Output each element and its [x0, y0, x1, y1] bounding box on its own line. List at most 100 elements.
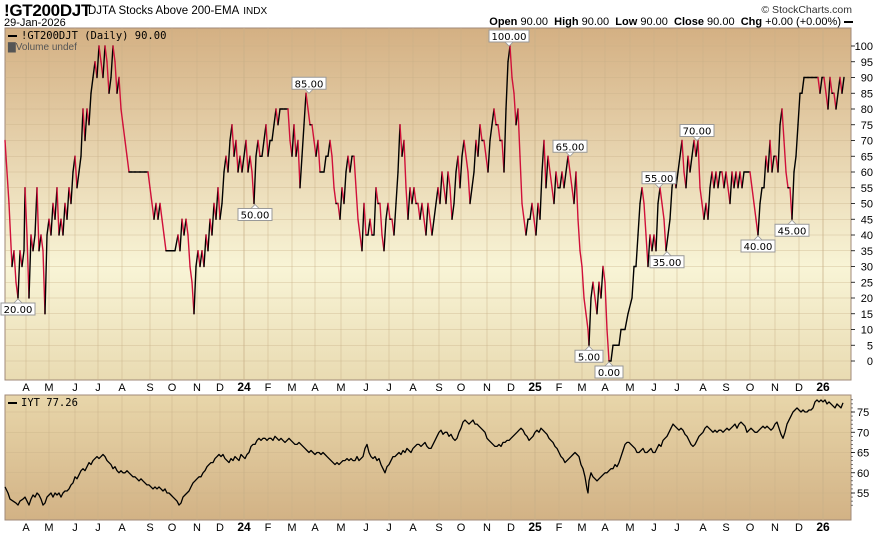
svg-text:F: F	[265, 522, 272, 534]
svg-text:A: A	[311, 382, 319, 394]
svg-text:75: 75	[857, 407, 869, 419]
svg-text:50.00: 50.00	[241, 211, 270, 222]
close-value: 90.00	[707, 16, 735, 28]
svg-text:70: 70	[857, 427, 869, 439]
exchange-label: INDX	[243, 6, 268, 17]
lower-legend-text: IYT 77.26	[21, 397, 78, 409]
svg-text:N: N	[771, 522, 779, 534]
annotations: 20.00 50.00 85.00 100.00 65.00 5.00 0.00 55.00 3…	[0, 29, 810, 379]
svg-text:20: 20	[861, 293, 873, 305]
main-legend: !GT200DJT (Daily) 90.00	[8, 30, 166, 42]
svg-text:S: S	[435, 522, 442, 534]
value-annotation: 20.00	[0, 298, 36, 316]
svg-text:0.00: 0.00	[598, 368, 620, 379]
open-label: Open	[489, 16, 518, 28]
svg-text:J: J	[363, 522, 369, 534]
legend-dash-icon	[8, 402, 17, 404]
svg-text:100: 100	[855, 41, 873, 53]
svg-text:A: A	[22, 522, 30, 534]
svg-text:25: 25	[528, 520, 542, 534]
svg-text:S: S	[722, 382, 729, 394]
svg-text:J: J	[651, 522, 657, 534]
svg-text:D: D	[216, 522, 224, 534]
svg-text:65: 65	[861, 151, 873, 163]
svg-text:65: 65	[857, 448, 869, 460]
svg-text:30: 30	[861, 262, 873, 274]
svg-text:N: N	[771, 382, 779, 394]
svg-text:D: D	[795, 382, 803, 394]
svg-text:A: A	[409, 522, 417, 534]
chart-name: DJTA Stocks Above 200-EMA INDX	[88, 5, 267, 17]
copyright: © StockCharts.com	[761, 4, 852, 16]
svg-text:O: O	[457, 522, 466, 534]
svg-text:O: O	[168, 382, 177, 394]
svg-text:A: A	[601, 522, 609, 534]
svg-text:J: J	[651, 382, 657, 394]
svg-text:A: A	[311, 522, 319, 534]
svg-text:10: 10	[861, 325, 873, 337]
svg-text:A: A	[601, 382, 609, 394]
value-annotation: 70.00	[679, 124, 715, 142]
svg-text:D: D	[795, 522, 803, 534]
low-value: 90.00	[640, 16, 668, 28]
chart-date: 29-Jan-2026	[4, 17, 66, 29]
svg-text:5: 5	[867, 340, 873, 352]
svg-text:N: N	[483, 382, 491, 394]
chart-symbol: !GT200DJT	[4, 1, 92, 20]
svg-text:O: O	[746, 382, 755, 394]
volume-legend: ▇Volume undef	[8, 42, 77, 53]
svg-text:M: M	[336, 382, 345, 394]
legend-dash-icon	[844, 21, 853, 24]
svg-text:75: 75	[861, 120, 873, 132]
svg-text:35.00: 35.00	[653, 258, 682, 269]
svg-text:O: O	[168, 522, 177, 534]
svg-text:90: 90	[861, 73, 873, 85]
svg-text:S: S	[146, 522, 153, 534]
svg-text:F: F	[556, 382, 563, 394]
svg-text:25: 25	[861, 277, 873, 289]
x-axis-bottom: A M J J A S O N D 24 F M A M J J A S O N D 25 F M A M J J A S O N D 26	[22, 520, 830, 534]
lower-panel	[4, 394, 852, 521]
svg-text:100.00: 100.00	[492, 32, 527, 43]
svg-text:80: 80	[861, 104, 873, 116]
svg-text:26: 26	[816, 520, 830, 534]
svg-text:N: N	[193, 382, 201, 394]
value-annotation: 55.00	[641, 171, 677, 189]
svg-text:70: 70	[861, 136, 873, 148]
svg-text:M: M	[336, 522, 345, 534]
value-annotation: 45.00	[774, 219, 810, 237]
high-label: High	[554, 16, 579, 28]
value-annotation: 35.00	[649, 251, 685, 269]
svg-text:M: M	[577, 382, 586, 394]
value-annotation: 5.00	[574, 345, 604, 363]
svg-text:A: A	[22, 382, 30, 394]
volume-bars-icon: ▇	[8, 42, 16, 53]
svg-text:J: J	[363, 382, 369, 394]
svg-text:D: D	[507, 382, 515, 394]
svg-text:N: N	[483, 522, 491, 534]
svg-text:85.00: 85.00	[295, 79, 324, 90]
svg-text:M: M	[625, 382, 634, 394]
svg-text:20.00: 20.00	[4, 305, 33, 316]
svg-text:O: O	[457, 382, 466, 394]
svg-text:A: A	[699, 522, 707, 534]
svg-text:65.00: 65.00	[556, 142, 585, 153]
svg-text:D: D	[507, 522, 515, 534]
svg-text:24: 24	[237, 380, 251, 394]
ohlc-summary: Open 90.00 High 90.00 Low 90.00 Close 90…	[489, 16, 853, 28]
svg-text:95: 95	[861, 57, 873, 69]
open-value: 90.00	[520, 16, 548, 28]
svg-text:85: 85	[861, 88, 873, 100]
chart-name-text: DJTA Stocks Above 200-EMA	[88, 5, 240, 17]
svg-text:S: S	[722, 522, 729, 534]
svg-text:J: J	[95, 382, 101, 394]
svg-text:40: 40	[861, 230, 873, 242]
svg-text:55: 55	[857, 488, 869, 500]
x-axis-top: A M J J A S O N D 24 F M A M J J A S O N D 25 F M A M J J A S O N D 26	[22, 380, 830, 394]
svg-text:F: F	[556, 522, 563, 534]
value-annotation: 65.00	[552, 139, 588, 157]
svg-text:J: J	[95, 522, 101, 534]
svg-text:26: 26	[816, 380, 830, 394]
svg-text:S: S	[435, 382, 442, 394]
